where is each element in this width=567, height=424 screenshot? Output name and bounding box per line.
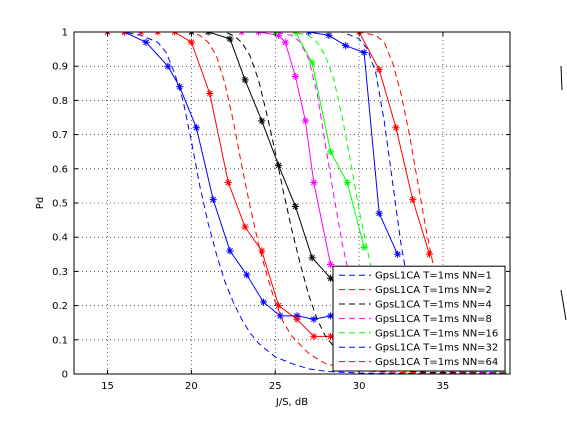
- data-point-marker: [343, 178, 351, 187]
- theory-curve: [107, 32, 507, 374]
- data-point-marker: [274, 32, 283, 40]
- data-point-marker: [375, 66, 383, 74]
- data-point-marker: [291, 72, 299, 81]
- data-point-marker: [274, 302, 283, 310]
- legend-entry-label: GpsL1CA T=1ms NN=16: [375, 328, 498, 339]
- data-point-marker: [425, 250, 434, 258]
- data-point-marker: [394, 250, 402, 258]
- data-point-marker: [310, 332, 318, 340]
- data-point-marker: [258, 117, 266, 125]
- theory-curve: [107, 32, 507, 372]
- data-point-marker: [241, 223, 249, 231]
- x-tick-label: 20: [185, 381, 198, 392]
- data-point-marker: [226, 35, 234, 43]
- y-tick-label: 0: [62, 370, 68, 381]
- data-point-marker: [360, 243, 368, 252]
- data-point-marker: [310, 315, 318, 323]
- data-point-marker: [276, 312, 284, 320]
- x-axis-label: J/S, dB: [275, 397, 308, 408]
- data-point-marker: [226, 247, 234, 255]
- data-point-marker: [243, 271, 251, 279]
- data-point-marker: [326, 332, 335, 340]
- y-tick-label: 0.4: [52, 233, 68, 244]
- legend-entry-label: GpsL1CA T=1ms NN=4: [375, 300, 492, 311]
- x-tick-label: 25: [269, 381, 282, 392]
- y-tick-label: 0.5: [52, 199, 68, 210]
- data-point-marker: [293, 315, 301, 323]
- data-point-marker: [301, 117, 310, 125]
- series-group: [107, 32, 507, 373]
- measured-curve: [275, 32, 365, 248]
- data-point-marker: [375, 209, 383, 217]
- legend-entry-label: GpsL1CA T=1ms NN=32: [375, 343, 498, 354]
- x-tick-label: 35: [437, 381, 450, 392]
- measured-curve: [308, 32, 399, 255]
- edge-mark: [560, 289, 567, 321]
- data-point-marker: [206, 89, 214, 98]
- data-point-marker: [342, 42, 350, 50]
- data-point-marker: [326, 148, 335, 156]
- x-tick-label: 15: [101, 381, 114, 392]
- data-point-marker: [281, 38, 289, 46]
- data-point-marker: [274, 161, 283, 169]
- data-point-marker: [308, 59, 316, 67]
- legend-entry-label: GpsL1CA T=1ms NN=1: [375, 271, 492, 282]
- legend-entry-label: GpsL1CA T=1ms NN=8: [375, 314, 492, 325]
- theory-curve: [107, 32, 507, 373]
- y-tick-label: 0.3: [52, 267, 68, 278]
- data-point-marker: [326, 312, 335, 320]
- data-point-marker: [164, 62, 172, 70]
- data-point-marker: [392, 124, 400, 132]
- data-point-marker: [192, 124, 201, 132]
- data-point-marker: [325, 32, 333, 40]
- y-tick-label: 0.7: [52, 130, 68, 141]
- legend-entry-label: GpsL1CA T=1ms NN=64: [375, 357, 498, 368]
- data-point-marker: [259, 298, 268, 306]
- data-point-marker: [209, 195, 217, 204]
- data-point-marker: [258, 247, 266, 255]
- theory-curve: [107, 32, 507, 374]
- theory-curve: [107, 32, 507, 372]
- data-point-marker: [241, 76, 249, 84]
- data-point-marker: [291, 202, 299, 211]
- y-tick-label: 0.6: [52, 164, 68, 175]
- legend-entry-label: GpsL1CA T=1ms NN=2: [375, 285, 492, 296]
- data-point-marker: [326, 260, 335, 269]
- data-point-marker: [326, 274, 335, 282]
- data-point-marker: [409, 195, 417, 204]
- data-point-marker: [224, 178, 232, 187]
- y-tick-label: 0.8: [52, 96, 68, 107]
- edge-mark: [560, 65, 563, 91]
- data-point-marker: [310, 178, 318, 187]
- data-point-marker: [308, 254, 316, 262]
- y-tick-label: 0.2: [52, 301, 68, 312]
- data-point-marker: [142, 38, 150, 46]
- x-tick-label: 30: [353, 381, 366, 392]
- data-point-marker: [187, 38, 195, 46]
- series-group: [107, 32, 507, 372]
- y-axis-label: Pd: [35, 197, 46, 209]
- y-tick-label: 1: [62, 28, 68, 39]
- data-point-marker: [360, 48, 368, 57]
- data-point-marker: [176, 83, 184, 91]
- y-tick-label: 0.1: [52, 335, 68, 346]
- theory-curve: [107, 32, 507, 373]
- series-group: [107, 32, 507, 372]
- legend: GpsL1CA T=1ms NN=1 GpsL1CA T=1ms NN=2 GpsL…: [332, 265, 506, 372]
- axis-ticks: 15 20 25 30 35 0 0.1 0.2 0.3 0.4 0.5 0.6 0.7 0.8 0.9 1: [52, 28, 510, 392]
- y-tick-label: 0.9: [52, 62, 68, 73]
